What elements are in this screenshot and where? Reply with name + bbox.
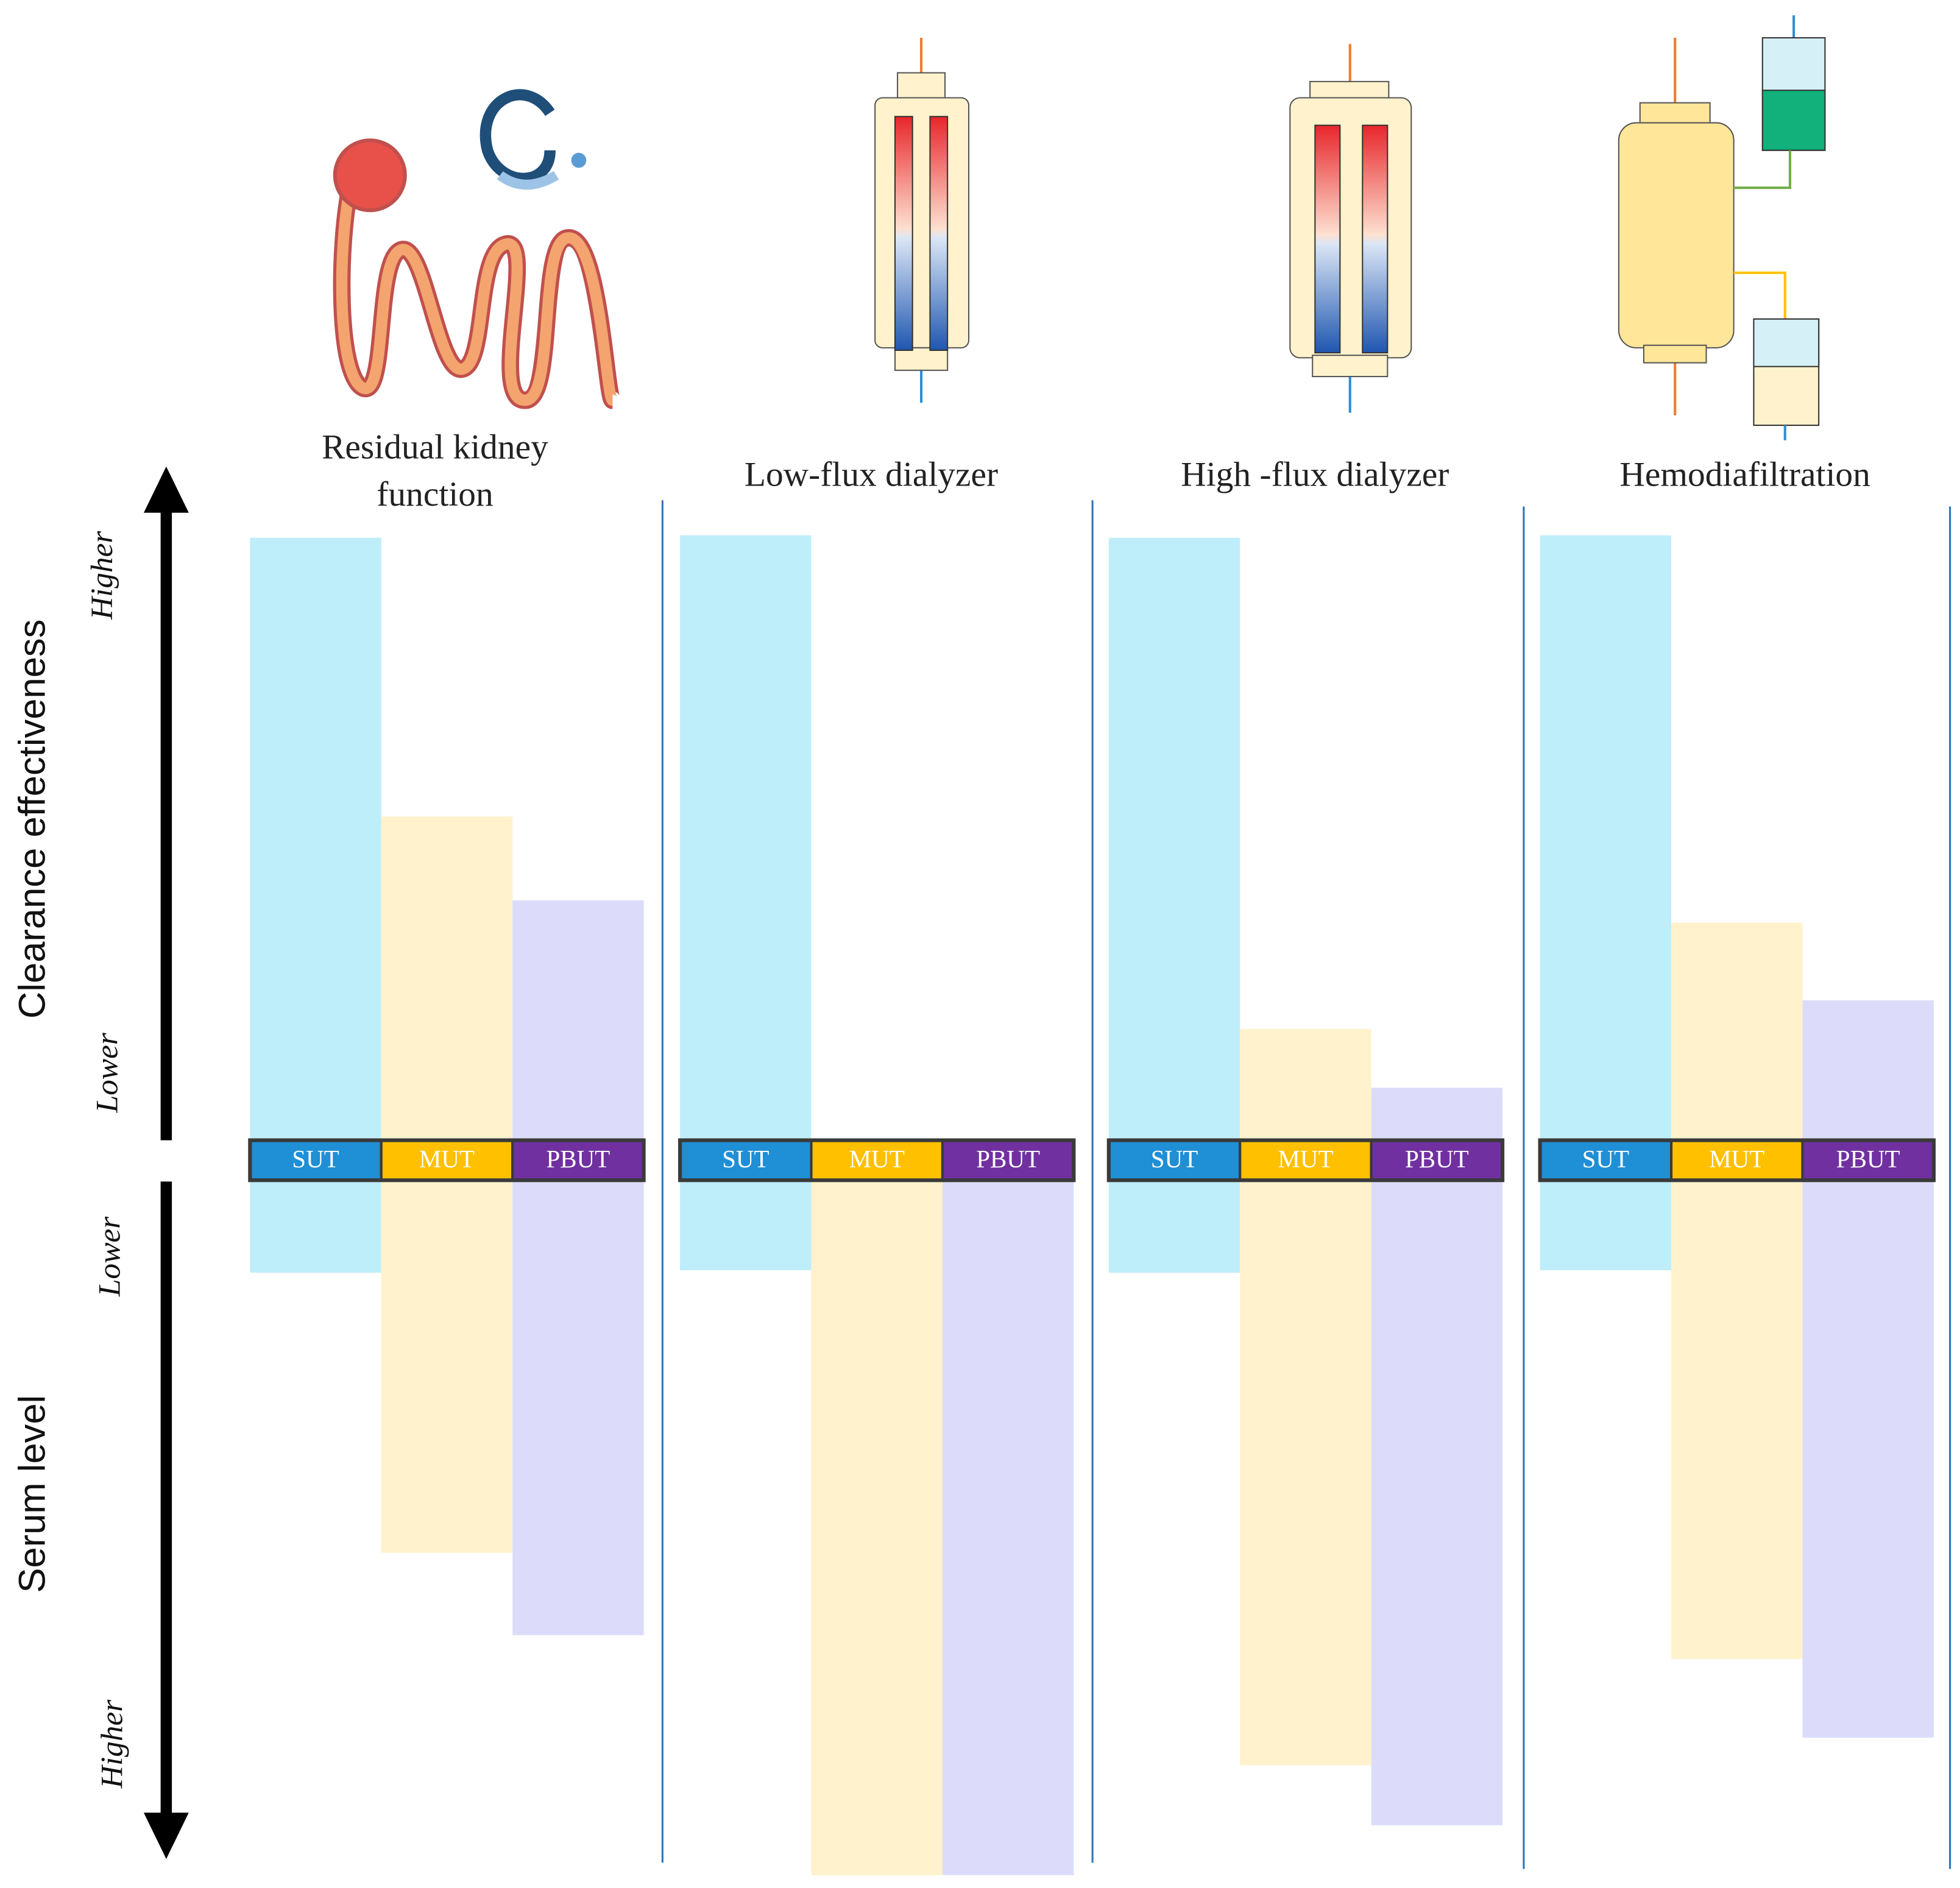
class-frame — [248, 1138, 646, 1183]
level-bar — [811, 1181, 943, 1875]
panel-title: function — [377, 475, 493, 514]
class-label: PBUT — [1405, 1145, 1469, 1173]
class-label: SUT — [1151, 1145, 1198, 1173]
level-bar — [1671, 922, 1803, 1660]
class-box — [1801, 1139, 1935, 1182]
class-label: PBUT — [976, 1145, 1040, 1173]
hdf-icon — [1618, 15, 1826, 440]
axis-label: Serum level — [12, 1395, 54, 1593]
class-label: MUT — [1709, 1145, 1764, 1173]
kidney-icon — [333, 89, 621, 409]
class-frame — [1106, 1138, 1505, 1183]
axis-label: Clearance effectiveness — [12, 620, 54, 1019]
panel-title: Residual kidney — [322, 428, 548, 466]
level-bar — [942, 1181, 1074, 1875]
class-box — [1107, 1139, 1242, 1182]
panel-title: High -flux dialyzer — [1181, 455, 1449, 493]
axis-arrows — [143, 466, 189, 1859]
level-bar — [381, 816, 513, 1553]
class-label: PBUT — [546, 1145, 610, 1173]
panel-title: Hemodiafiltration — [1619, 455, 1870, 493]
class-label: SUT — [292, 1145, 339, 1173]
axis-end-label: Lower — [90, 1032, 124, 1113]
axis-end-label: Lower — [92, 1216, 127, 1297]
class-label: PBUT — [1836, 1145, 1900, 1173]
class-frame — [678, 1138, 1076, 1183]
class-box — [511, 1139, 645, 1182]
class-frame — [1538, 1138, 1936, 1183]
axis-end-label: Higher — [85, 531, 119, 620]
panel-title: Low-flux dialyzer — [745, 455, 998, 493]
class-label: MUT — [849, 1145, 905, 1173]
level-bar — [1371, 1087, 1503, 1825]
lowflux-icon — [874, 38, 970, 403]
axis-end-label: Higher — [95, 1699, 130, 1789]
class-label: MUT — [1278, 1145, 1333, 1173]
separators — [661, 500, 1951, 1869]
class-label: SUT — [1582, 1145, 1630, 1173]
class-label: MUT — [419, 1145, 475, 1173]
level-bar — [1802, 1000, 1934, 1738]
highflux-icon — [1289, 44, 1412, 413]
class-label: SUT — [722, 1145, 769, 1173]
level-bar — [512, 900, 644, 1636]
